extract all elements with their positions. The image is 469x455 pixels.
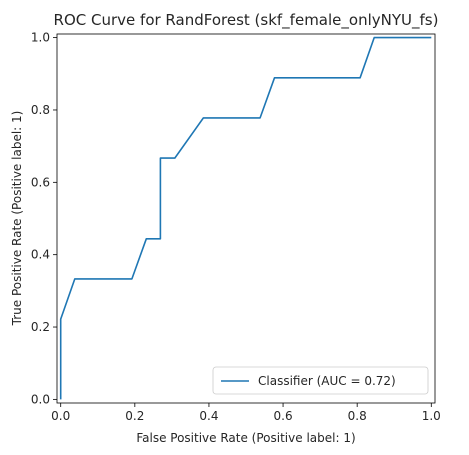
legend: Classifier (AUC = 0.72) — [212, 366, 429, 395]
y-tick-label: 0.0 — [31, 392, 50, 406]
x-axis-label: False Positive Rate (Positive label: 1) — [136, 431, 355, 445]
x-tick-label: 0.8 — [348, 409, 367, 423]
x-tick-label: 0.6 — [274, 409, 293, 423]
y-tick-label: 0.2 — [31, 320, 50, 334]
y-tick-label: 0.4 — [31, 248, 50, 262]
y-tick-label: 0.6 — [31, 175, 50, 189]
y-axis-label: True Positive Rate (Positive label: 1) — [10, 111, 24, 327]
plot-area — [56, 33, 436, 404]
x-axis: 0.0 0.2 0.4 0.6 0.8 1.0 — [51, 403, 441, 423]
roc-curve-line — [59, 36, 432, 400]
chart-title: ROC Curve for RandForest (skf_female_onl… — [54, 11, 439, 30]
x-tick-label: 0.2 — [125, 409, 144, 423]
y-axis: 0.0 0.2 0.4 0.6 0.8 1.0 — [31, 31, 57, 406]
y-tick-label: 0.8 — [31, 103, 50, 117]
x-tick-label: 0.4 — [199, 409, 218, 423]
x-tick-label: 0.0 — [51, 409, 70, 423]
series-layer — [59, 36, 432, 400]
y-tick-label: 1.0 — [31, 31, 50, 45]
plot-frame — [56, 33, 436, 404]
legend-label: Classifier (AUC = 0.72) — [258, 374, 396, 388]
x-tick-label: 1.0 — [422, 409, 441, 423]
legend-box — [212, 366, 429, 395]
